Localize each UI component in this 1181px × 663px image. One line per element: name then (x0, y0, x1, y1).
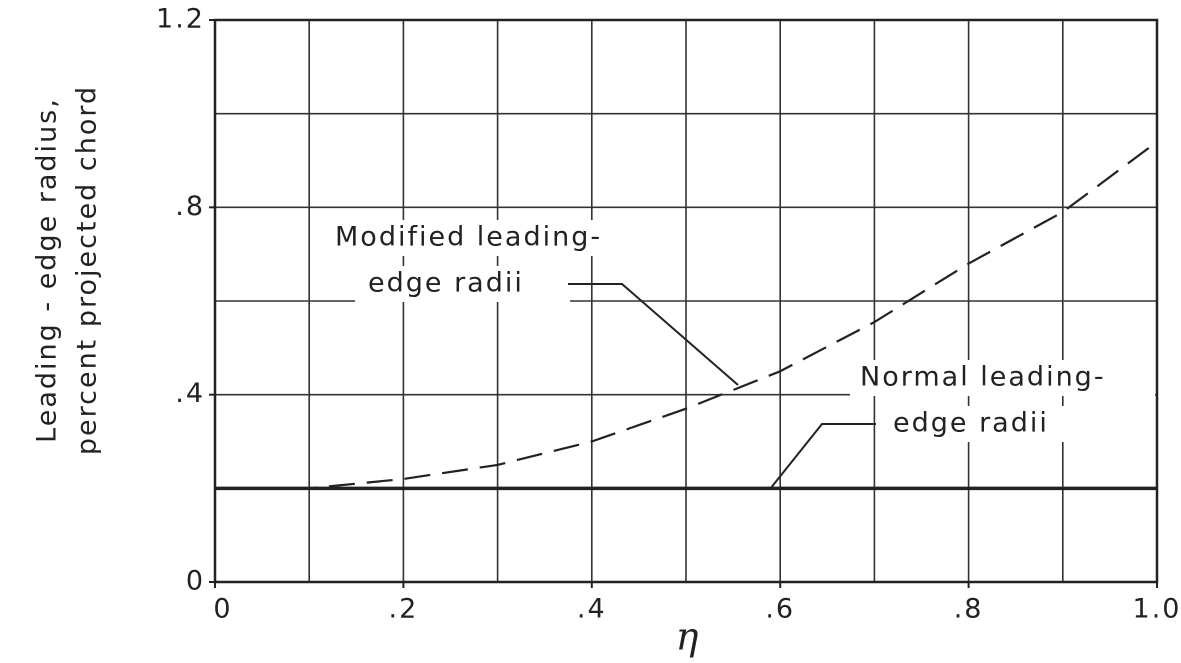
y-tick-label: 1.2 (156, 4, 205, 35)
label-background (325, 220, 665, 256)
label-background (355, 266, 570, 302)
y-tick-label: .4 (175, 378, 205, 409)
x-tick-label: .2 (389, 594, 419, 625)
label-background (850, 360, 1155, 396)
y-tick-label: 0 (186, 566, 205, 597)
plot-frame (213, 18, 1159, 584)
y-tick-label: .8 (175, 191, 205, 222)
label-background (880, 406, 1100, 442)
annotation: edge radii (368, 268, 524, 299)
annotation: edge radii (893, 408, 1049, 439)
x-axis-title: η (676, 615, 701, 659)
series-line (215, 140, 1158, 490)
annotation: Modified leading- (335, 222, 602, 253)
leader-line (769, 423, 876, 490)
y-axis-title: Leading - edge radius, percent projected… (32, 85, 103, 455)
annotation: Normal leading- (860, 362, 1106, 393)
x-tick-label: 1.0 (1133, 594, 1181, 625)
x-tick-label: .6 (765, 594, 795, 625)
y-label-line: percent projected chord (72, 85, 103, 455)
x-tick-label: .4 (577, 594, 607, 625)
x-tick-label: .8 (954, 594, 984, 625)
x-tick-label: 0 (213, 594, 232, 625)
leader-line (568, 283, 739, 386)
y-label-line: Leading - edge radius, (32, 97, 63, 443)
